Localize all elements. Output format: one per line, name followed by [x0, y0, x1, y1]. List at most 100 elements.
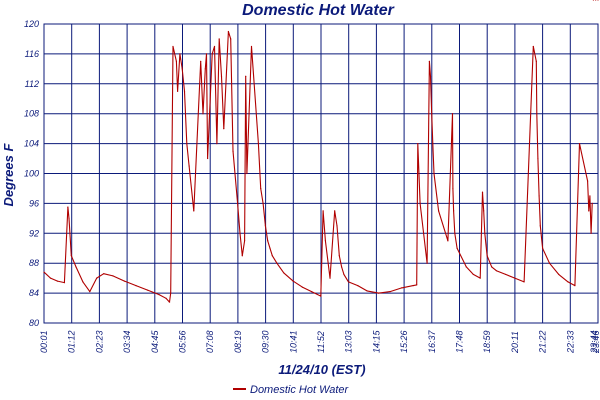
data-point	[158, 293, 160, 296]
data-point	[324, 240, 327, 242]
data-point	[264, 225, 266, 227]
y-tick-label: 100	[24, 169, 39, 179]
data-point	[334, 210, 336, 212]
data-point	[590, 232, 592, 234]
x-tick-label: 00:01	[39, 330, 49, 353]
y-axis-ticks: 80 84 88 92 96 100 104 108 112 116 120	[24, 19, 39, 328]
data-point	[438, 210, 440, 212]
data-point	[548, 262, 551, 264]
data-point	[532, 45, 534, 48]
data-point	[175, 60, 178, 62]
data-point	[146, 289, 149, 291]
data-point	[63, 282, 66, 284]
data-point	[218, 38, 220, 40]
data-point	[204, 68, 206, 70]
data-point	[260, 187, 262, 190]
x-tick-label: 21:22	[538, 330, 548, 354]
x-tick-label: 07:08	[205, 330, 215, 353]
data-point	[419, 202, 421, 204]
x-tick-label: 16:37	[427, 329, 437, 353]
data-point	[514, 277, 516, 279]
data-point	[322, 210, 324, 212]
x-tick-label: 23:46	[591, 330, 600, 354]
data-point	[452, 187, 454, 190]
data-point	[310, 291, 313, 293]
data-point	[262, 202, 264, 204]
data-point	[541, 247, 544, 249]
data-point	[239, 232, 241, 234]
data-point	[587, 180, 589, 182]
x-tick-label: 04:45	[150, 329, 160, 353]
x-axis-ticks: 00:01 01:12 02:23 03:34 04:45 05:56 07:08 08:19…	[39, 329, 600, 354]
y-tick-label: 108	[24, 109, 39, 119]
data-point	[366, 290, 368, 292]
data-point	[237, 202, 239, 204]
data-point	[123, 280, 126, 282]
data-point	[591, 202, 593, 204]
data-point	[574, 285, 576, 287]
data-point	[401, 287, 403, 289]
x-tick-label: 23:44	[589, 330, 599, 354]
data-point	[283, 272, 285, 274]
data-point	[243, 240, 246, 242]
data-point	[347, 281, 350, 283]
data-point	[453, 210, 455, 212]
data-point	[49, 277, 52, 279]
y-tick-label: 88	[29, 258, 39, 268]
x-tick-label: 02:23	[94, 330, 104, 353]
data-point	[269, 247, 271, 249]
data-point	[432, 143, 434, 145]
data-point	[276, 262, 278, 264]
data-point	[451, 113, 454, 115]
data-point	[179, 53, 181, 55]
data-point	[486, 255, 488, 257]
data-point	[417, 143, 419, 145]
data-point	[456, 247, 458, 249]
data-point	[483, 210, 485, 212]
data-point	[188, 165, 190, 167]
x-tick-label: 22:33	[565, 330, 575, 354]
x-tick-label: 01:12	[67, 330, 77, 353]
data-point	[241, 255, 243, 257]
x-tick-label: 17:48	[455, 330, 465, 353]
data-point	[205, 53, 208, 55]
data-point	[535, 60, 537, 62]
data-point	[75, 266, 77, 268]
x-tick-label: 10:41	[288, 330, 298, 353]
y-tick-label: 120	[24, 19, 39, 29]
y-tick-label: 104	[24, 139, 39, 149]
y-tick-label: 116	[25, 49, 39, 59]
data-point	[82, 281, 84, 283]
x-tick-label: 09:30	[261, 330, 271, 353]
x-tick-label: 15:26	[399, 330, 409, 353]
data-point	[267, 240, 269, 242]
data-point	[213, 45, 216, 48]
data-point	[211, 53, 213, 55]
data-point	[537, 157, 539, 160]
data-point	[465, 266, 467, 268]
data-point	[246, 172, 248, 175]
data-point	[426, 262, 428, 264]
data-point	[472, 273, 474, 276]
data-point	[431, 113, 433, 115]
data-point	[232, 150, 234, 152]
series-group	[43, 0, 599, 303]
data-point	[357, 285, 359, 287]
series-line-domestic-hot-water	[43, 30, 593, 303]
data-point	[538, 195, 540, 197]
data-point	[271, 255, 273, 257]
y-axis-label: Degrees F	[1, 143, 16, 207]
data-point	[170, 292, 172, 294]
data-point	[202, 113, 204, 115]
x-tick-label: 14:15	[371, 329, 381, 353]
data-point	[340, 266, 343, 268]
data-point	[292, 280, 294, 282]
data-point	[172, 45, 174, 48]
data-point	[112, 275, 114, 277]
data-point	[428, 60, 430, 62]
data-point	[592, 0, 594, 1]
data-point	[257, 143, 260, 145]
data-point	[377, 292, 380, 294]
data-point	[597, 0, 599, 1]
